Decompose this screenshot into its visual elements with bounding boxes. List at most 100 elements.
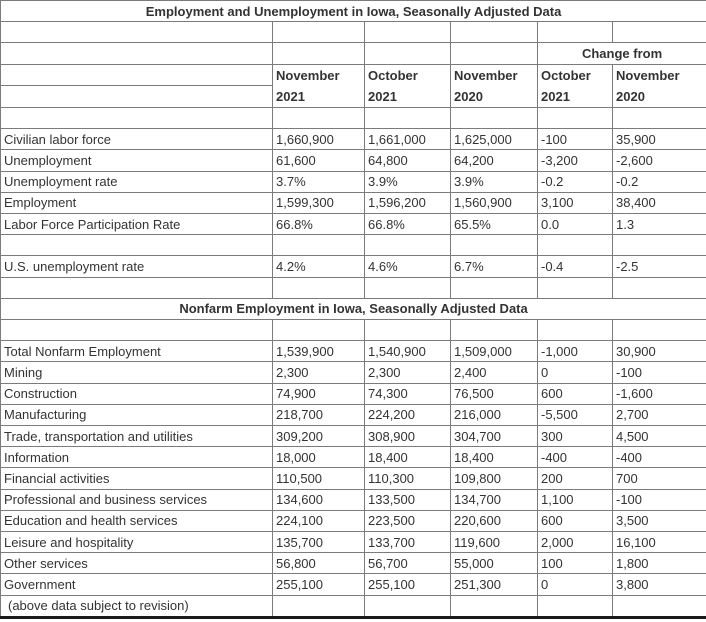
cell-value: 0.0	[537, 213, 613, 236]
spacer-row	[0, 234, 706, 257]
cell-value: 35,900	[611, 128, 706, 151]
cell-value: 0	[537, 361, 613, 384]
empty-cell	[537, 107, 613, 130]
empty-cell	[272, 319, 365, 342]
row-label: Financial activities	[0, 467, 273, 490]
row-label: Total Nonfarm Employment	[0, 340, 273, 363]
column-month: October	[368, 67, 418, 83]
column-header-nov-2020: November 2020	[450, 63, 538, 109]
table-row: Labor Force Participation Rate 66.8% 66.…	[0, 213, 706, 236]
cell-value: 74,900	[272, 382, 365, 405]
cell-value: 61,600	[272, 149, 365, 172]
cell-value: 65.5%	[450, 213, 538, 236]
empty-cell	[0, 85, 273, 109]
cell-value: 3,500	[611, 509, 706, 533]
table-title: Employment and Unemployment in Iowa, Sea…	[0, 0, 706, 23]
cell-value: -400	[537, 446, 613, 469]
table-row: Professional and business services 134,6…	[0, 488, 706, 511]
cell-value: 56,700	[364, 552, 451, 575]
cell-value: 700	[611, 467, 706, 490]
cell-value: 133,700	[364, 531, 451, 554]
empty-cell	[0, 319, 273, 342]
empty-cell	[0, 42, 273, 65]
cell-value: 308,900	[364, 425, 451, 448]
cell-value: 38,400	[611, 191, 706, 215]
table-row: Leisure and hospitality 135,700 133,700 …	[0, 531, 706, 554]
cell-value: 1,509,000	[450, 340, 538, 363]
table-row: Unemployment 61,600 64,800 64,200 -3,200…	[0, 149, 706, 172]
cell-value: 18,400	[364, 446, 451, 469]
cell-value: 1,540,900	[364, 340, 451, 363]
cell-value: 110,500	[272, 467, 365, 490]
row-label: Labor Force Participation Rate	[0, 213, 273, 236]
change-from-header: Change from	[536, 42, 706, 65]
cell-value: 134,700	[450, 488, 538, 511]
row-label: Professional and business services	[0, 488, 273, 511]
cell-value: 255,100	[364, 573, 451, 596]
cell-value: -100	[537, 128, 613, 151]
title-row: Employment and Unemployment in Iowa, Sea…	[0, 0, 706, 23]
empty-cell	[0, 63, 273, 87]
empty-cell	[450, 21, 538, 44]
spacer-row	[0, 107, 706, 130]
empty-cell	[450, 276, 538, 299]
column-month: November	[616, 67, 680, 83]
cell-value: 3.7%	[272, 170, 365, 193]
row-label: Mining	[0, 361, 273, 384]
table-row: Civilian labor force 1,660,900 1,661,000…	[0, 128, 706, 151]
row-label: Trade, transportation and utilities	[0, 425, 273, 448]
empty-cell	[0, 21, 273, 44]
empty-cell	[611, 276, 706, 299]
table-row: U.S. unemployment rate 4.2% 4.6% 6.7% -0…	[0, 255, 706, 278]
cell-value: 600	[537, 382, 613, 405]
cell-value: 100	[537, 552, 613, 575]
table-row: Manufacturing 218,700 224,200 216,000 -5…	[0, 403, 706, 427]
cell-value: 1,539,900	[272, 340, 365, 363]
cell-value: 109,800	[450, 467, 538, 490]
empty-cell	[364, 276, 451, 299]
cell-value: 66.8%	[272, 213, 365, 236]
table-row: Mining 2,300 2,300 2,400 0 -100	[0, 361, 706, 384]
column-header-change-oct-2021: October 2021	[537, 63, 613, 109]
cell-value: 1,100	[537, 488, 613, 511]
empty-cell	[364, 234, 451, 257]
cell-value: 66.8%	[364, 213, 451, 236]
empty-cell	[272, 21, 365, 44]
empty-cell	[537, 594, 613, 620]
empty-cell	[272, 107, 365, 130]
column-year: 2021	[276, 88, 305, 104]
cell-value: 600	[537, 509, 613, 533]
row-label: Education and health services	[0, 509, 273, 533]
cell-value: 110,300	[364, 467, 451, 490]
row-label: Civilian labor force	[0, 128, 273, 151]
cell-value: 56,800	[272, 552, 365, 575]
cell-value: 220,600	[450, 509, 538, 533]
empty-cell	[0, 276, 273, 299]
cell-value: 309,200	[272, 425, 365, 448]
empty-cell	[364, 594, 451, 620]
cell-value: 200	[537, 467, 613, 490]
empty-cell	[0, 234, 273, 257]
table-row: Total Nonfarm Employment 1,539,900 1,540…	[0, 340, 706, 363]
cell-value: 134,600	[272, 488, 365, 511]
column-header-change-nov-2020: November 2020	[611, 63, 706, 109]
cell-value: 30,900	[611, 340, 706, 363]
table-row: Employment 1,599,300 1,596,200 1,560,900…	[0, 191, 706, 215]
cell-value: 55,000	[450, 552, 538, 575]
empty-cell	[611, 319, 706, 342]
cell-value: 1,599,300	[272, 191, 365, 215]
empty-cell	[537, 319, 613, 342]
cell-value: 2,000	[537, 531, 613, 554]
row-label: Unemployment	[0, 149, 273, 172]
empty-cell	[611, 234, 706, 257]
cell-value: 4,500	[611, 425, 706, 448]
nonfarm-section-title: Nonfarm Employment in Iowa, Seasonally A…	[0, 297, 706, 321]
column-month: October	[541, 67, 591, 83]
table-row: Unemployment rate 3.7% 3.9% 3.9% -0.2 -0…	[0, 170, 706, 193]
cell-value: 1,800	[611, 552, 706, 575]
cell-value: -0.4	[537, 255, 613, 278]
empty-cell	[272, 234, 365, 257]
spacer-row	[0, 21, 706, 44]
row-label: Other services	[0, 552, 273, 575]
